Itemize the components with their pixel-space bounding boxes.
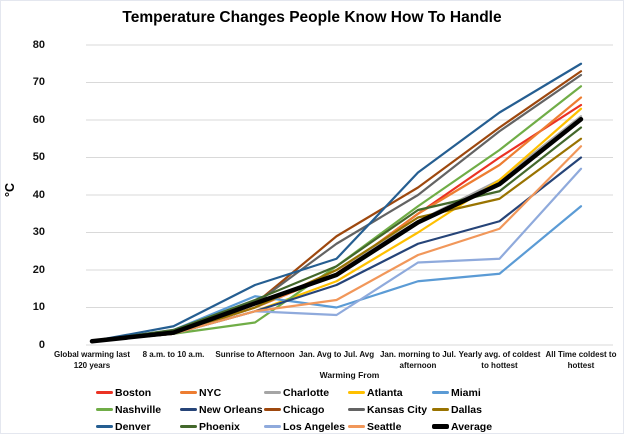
legend-label: Nashville	[115, 403, 162, 416]
series-line-boston	[90, 103, 583, 343]
legend-swatch-chicago-icon	[264, 408, 281, 411]
legend-label: New Orleans	[199, 403, 263, 416]
y-axis-tick-label: 80	[32, 38, 45, 51]
legend-swatch-miami-icon	[432, 391, 449, 394]
chart-title: Temperature Changes People Know How To H…	[122, 9, 502, 26]
legend-label: NYC	[199, 386, 222, 399]
legend-swatch-denver-icon	[96, 425, 113, 428]
series-line-kansas-city	[90, 73, 583, 343]
legend-item-miami: Miami	[432, 386, 481, 399]
x-axis-category-label: Jan. morning to Jul. afternoon	[379, 350, 456, 370]
legend-swatch-nyc-icon	[180, 391, 197, 394]
legend-item-phoenix: Phoenix	[180, 420, 240, 433]
legend-swatch-nashville-icon	[96, 408, 113, 411]
series-line-denver	[90, 62, 583, 343]
x-axis-category-label: Sunrise to Afternoon	[215, 350, 295, 359]
legend-item-seattle: Seattle	[348, 420, 401, 433]
legend-label: Boston	[115, 386, 152, 399]
legend-item-kansas-city: Kansas City	[348, 403, 427, 416]
legend-item-los-angeles: Los Angeles	[264, 420, 345, 433]
legend-item-new-orleans: New Orleans	[180, 403, 263, 416]
legend-item-nyc: NYC	[180, 386, 221, 399]
legend-label: Average	[451, 420, 493, 433]
x-axis-category-label: 8 a.m. to 10 a.m.	[142, 350, 205, 359]
legend-label: Miami	[451, 386, 481, 399]
legend-label: Kansas City	[367, 403, 428, 416]
legend-swatch-new-orleans-icon	[180, 408, 197, 411]
series-line-dallas	[90, 137, 583, 343]
legend-label: Seattle	[367, 420, 402, 433]
legend-swatch-boston-icon	[96, 391, 113, 394]
legend-swatch-kansas-city-icon	[348, 408, 365, 411]
legend-swatch-average-icon	[432, 424, 449, 429]
y-axis-tick-label: 0	[38, 338, 45, 351]
x-axis-category-label: Jan. Avg to Jul. Avg	[298, 350, 375, 359]
legend-swatch-dallas-icon	[432, 408, 449, 411]
y-axis-tick-label: 40	[32, 188, 45, 201]
legend-label: Phoenix	[199, 420, 240, 433]
legend-label: Atlanta	[367, 386, 403, 399]
x-axis-category-label: Yearly avg. of coldest to hottest	[458, 350, 541, 370]
x-axis-category-label: Global warming last 120 years	[53, 350, 130, 370]
legend-item-average: Average	[432, 420, 492, 433]
legend-label: Los Angeles	[283, 420, 346, 433]
legend-label: Charlotte	[283, 386, 330, 399]
legend-item-chicago: Chicago	[264, 403, 324, 416]
legend-swatch-los-angeles-icon	[264, 425, 281, 428]
legend-item-atlanta: Atlanta	[348, 386, 403, 399]
y-axis-tick-label: 60	[32, 113, 45, 126]
x-axis-title: Warming From	[319, 370, 380, 380]
legend-swatch-seattle-icon	[348, 425, 365, 428]
series-line-phoenix	[90, 126, 583, 343]
series-line-average	[89, 117, 584, 344]
y-axis-tick-label: 70	[32, 76, 45, 88]
legend-label: Denver	[115, 420, 151, 433]
legend-item-dallas: Dallas	[432, 403, 482, 416]
x-axis-category-label: All Time coldest to hottest	[545, 350, 617, 370]
y-axis-tick-label: 50	[32, 151, 45, 163]
legend-item-nashville: Nashville	[96, 403, 161, 416]
y-axis-tick-label: 20	[32, 263, 45, 276]
legend-swatch-atlanta-icon	[348, 391, 365, 394]
legend-swatch-phoenix-icon	[180, 425, 197, 428]
legend-item-boston: Boston	[96, 386, 151, 399]
legend-item-charlotte: Charlotte	[264, 386, 329, 399]
legend-swatch-charlotte-icon	[264, 391, 281, 394]
y-axis-tick-label: 10	[32, 301, 45, 313]
legend-item-denver: Denver	[96, 420, 151, 433]
legend-label: Chicago	[283, 403, 325, 416]
legend-label: Dallas	[451, 403, 482, 416]
y-axis-tick-label: 30	[32, 226, 45, 238]
